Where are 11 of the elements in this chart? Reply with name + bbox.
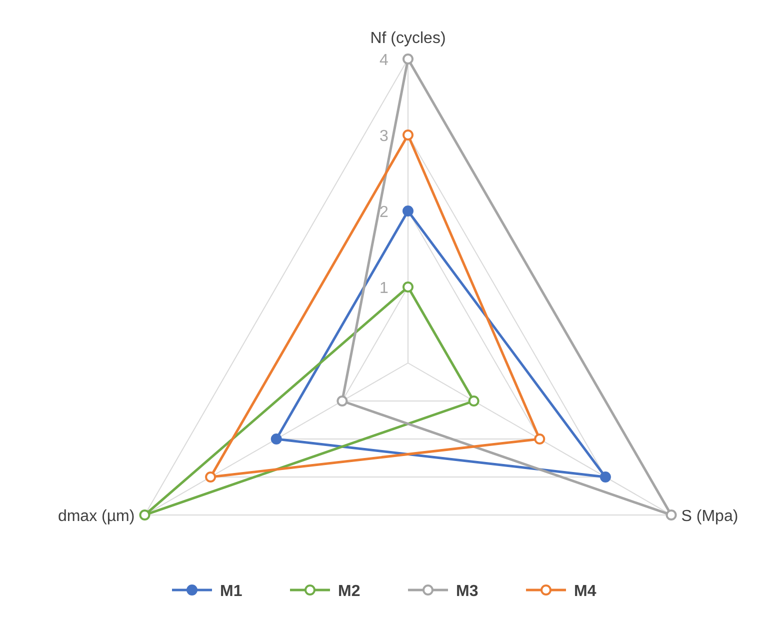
spoke-label: Nf (cycles) <box>370 30 446 47</box>
spoke-label: dmax (µm) <box>58 508 135 525</box>
y-tick-label: 1 <box>380 280 389 297</box>
spoke-label: S (Mpa) <box>681 508 738 525</box>
y-tick-label: 3 <box>380 128 389 145</box>
legend-label: M4 <box>574 583 596 600</box>
legend-label: M3 <box>456 583 478 600</box>
legend-label: M1 <box>220 583 242 600</box>
y-tick-label: 4 <box>380 52 389 69</box>
y-tick-label: 2 <box>380 204 389 221</box>
legend-label: M2 <box>338 583 360 600</box>
